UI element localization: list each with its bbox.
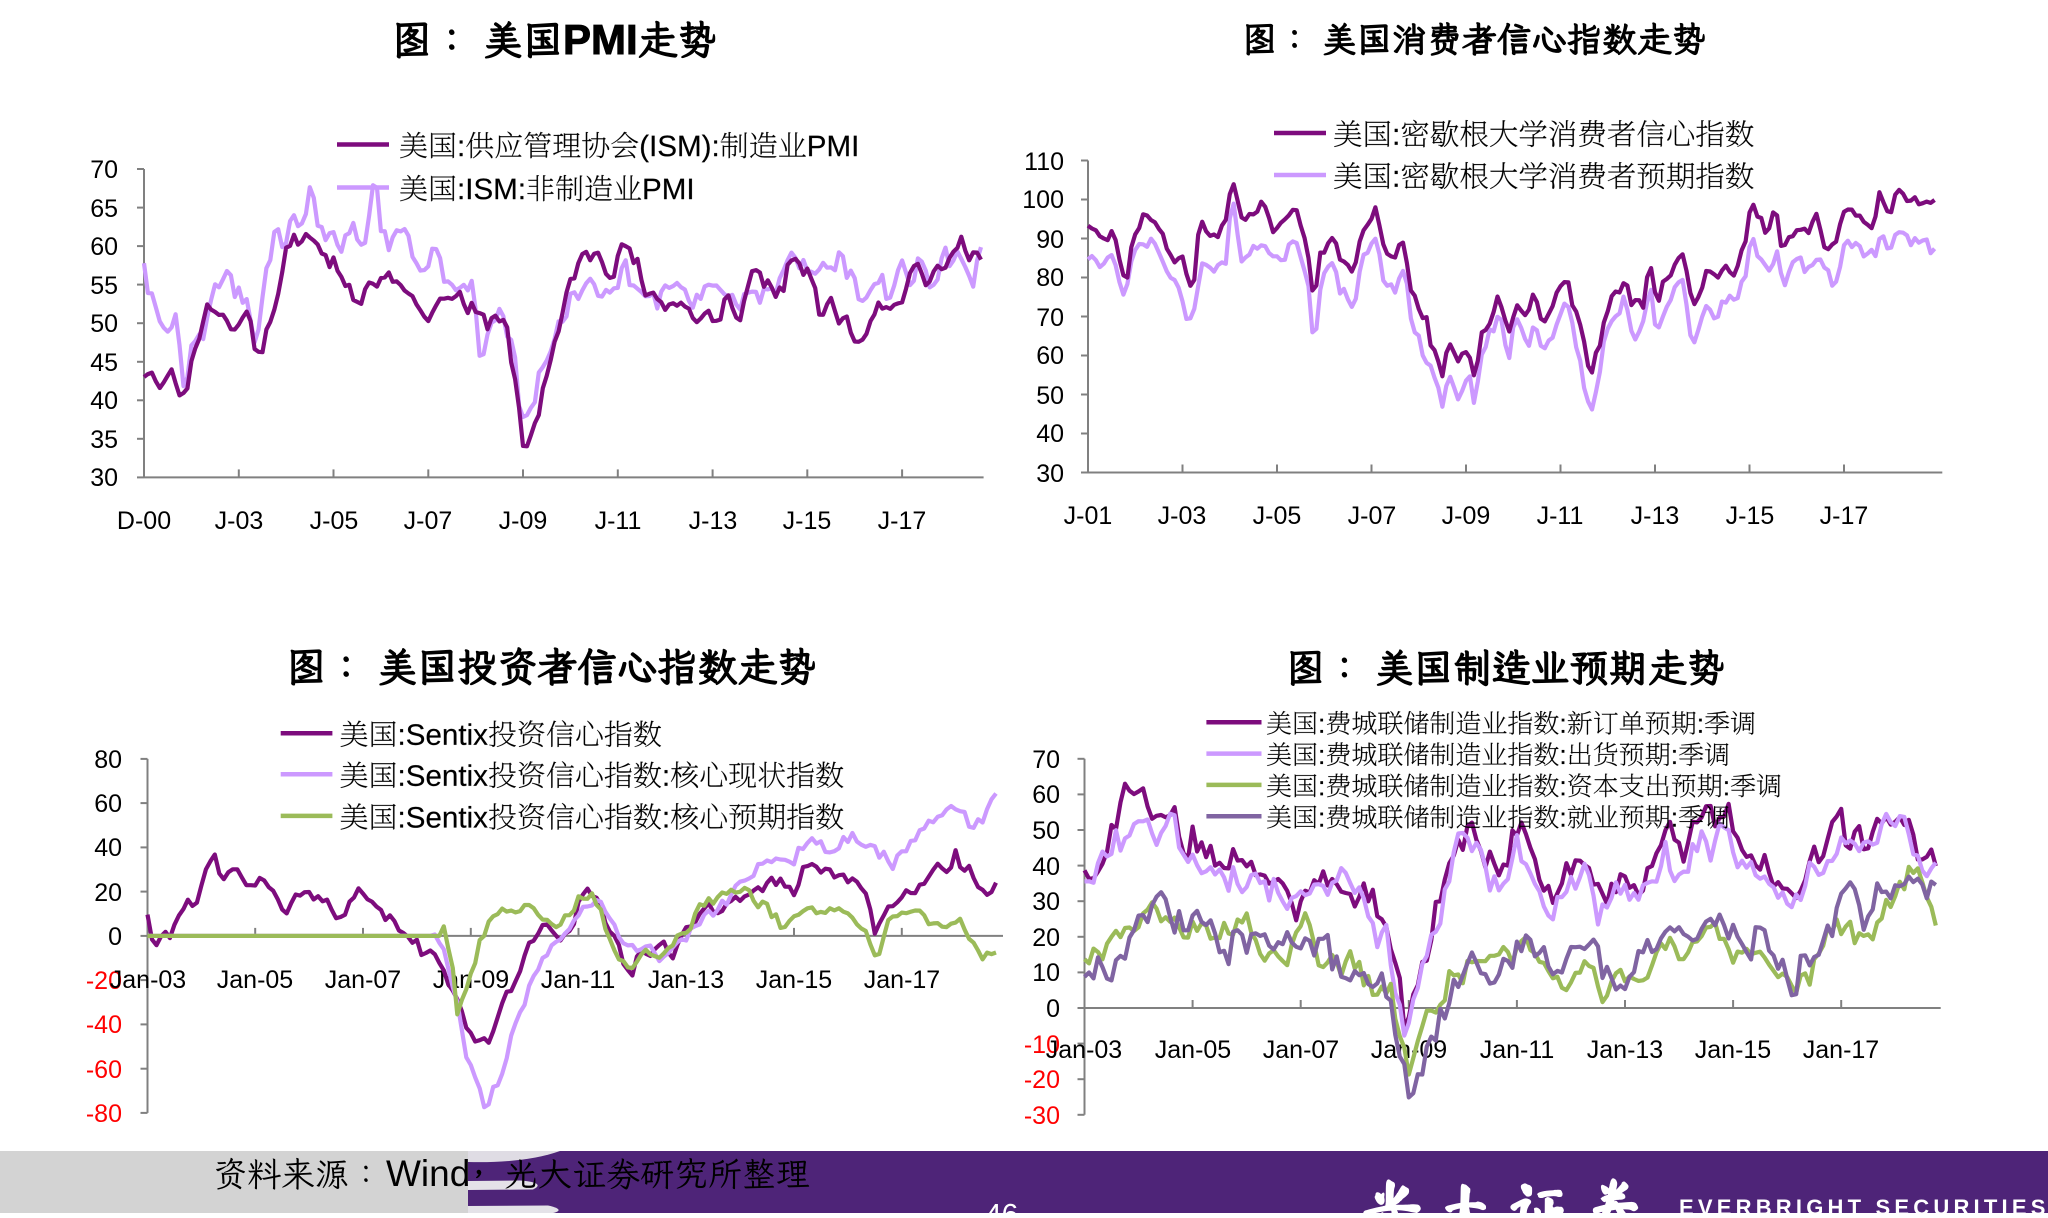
svg-text:J-05: J-05 <box>310 507 359 535</box>
svg-text:0: 0 <box>1046 995 1060 1023</box>
svg-text:J-17: J-17 <box>878 507 927 535</box>
svg-text:J-11: J-11 <box>595 507 642 535</box>
svg-text:Jan-15: Jan-15 <box>1695 1036 1771 1064</box>
svg-text:100: 100 <box>1022 186 1064 214</box>
svg-text:70: 70 <box>1032 746 1060 774</box>
svg-text:10: 10 <box>1032 959 1060 987</box>
svg-text:30: 30 <box>1032 888 1060 916</box>
svg-text:J-13: J-13 <box>1631 502 1680 530</box>
svg-text:50: 50 <box>1032 817 1060 845</box>
svg-text:J-09: J-09 <box>499 507 548 535</box>
svg-text:Jan-05: Jan-05 <box>217 966 293 994</box>
svg-text:50: 50 <box>90 310 118 338</box>
svg-text:Jan-17: Jan-17 <box>1803 1036 1879 1064</box>
svg-text:-20: -20 <box>1024 1066 1060 1094</box>
svg-text:30: 30 <box>90 464 118 492</box>
svg-text:50: 50 <box>1036 382 1064 410</box>
svg-text:Jan-03: Jan-03 <box>1046 1036 1122 1064</box>
svg-text:20: 20 <box>94 879 122 907</box>
svg-text:D-00: D-00 <box>117 507 171 535</box>
svg-text:40: 40 <box>1032 853 1060 881</box>
svg-text:Jan-13: Jan-13 <box>648 966 724 994</box>
svg-text:J-01: J-01 <box>1064 502 1113 530</box>
svg-text:Wind: Wind <box>386 1153 470 1194</box>
svg-text:46: 46 <box>985 1199 1018 1214</box>
svg-text:J-03: J-03 <box>1158 502 1207 530</box>
svg-text:40: 40 <box>90 387 118 415</box>
svg-text:55: 55 <box>90 272 118 300</box>
svg-text:Jan-05: Jan-05 <box>1155 1036 1231 1064</box>
svg-text:-20: -20 <box>86 967 122 995</box>
svg-text:40: 40 <box>94 834 122 862</box>
svg-text:40: 40 <box>1036 420 1064 448</box>
svg-text:70: 70 <box>90 156 118 184</box>
svg-text:45: 45 <box>90 349 118 377</box>
svg-text:J-17: J-17 <box>1820 502 1869 530</box>
svg-text:0: 0 <box>108 923 122 951</box>
svg-text:Jan-07: Jan-07 <box>1263 1036 1339 1064</box>
svg-text:-30: -30 <box>1024 1102 1060 1130</box>
svg-text:Jan-13: Jan-13 <box>1587 1036 1663 1064</box>
svg-text:35: 35 <box>90 426 118 454</box>
svg-text:J-13: J-13 <box>689 507 738 535</box>
svg-text:Jan-11: Jan-11 <box>1480 1036 1555 1064</box>
svg-text:90: 90 <box>1036 226 1064 254</box>
svg-text:-60: -60 <box>86 1056 122 1084</box>
svg-text:-80: -80 <box>86 1100 122 1128</box>
svg-text:J-05: J-05 <box>1253 502 1302 530</box>
svg-text:EVERBRIGHT SECURITIES: EVERBRIGHT SECURITIES <box>1679 1195 2048 1213</box>
svg-text:110: 110 <box>1024 148 1064 176</box>
svg-text:Jan-03: Jan-03 <box>110 966 186 994</box>
svg-text:Jan-11: Jan-11 <box>541 966 616 994</box>
svg-text:J-11: J-11 <box>1537 502 1584 530</box>
svg-text:30: 30 <box>1036 460 1064 488</box>
svg-text:Jan-17: Jan-17 <box>864 966 940 994</box>
svg-text:J-03: J-03 <box>215 507 264 535</box>
svg-text:J-15: J-15 <box>783 507 832 535</box>
svg-text:Jan-15: Jan-15 <box>756 966 832 994</box>
svg-text:60: 60 <box>1032 781 1060 809</box>
svg-text:80: 80 <box>1036 264 1064 292</box>
svg-text:-40: -40 <box>86 1011 122 1039</box>
svg-text:20: 20 <box>1032 924 1060 952</box>
svg-text:60: 60 <box>94 790 122 818</box>
svg-text:J-15: J-15 <box>1726 502 1775 530</box>
svg-text:J-09: J-09 <box>1442 502 1491 530</box>
svg-text:60: 60 <box>1036 342 1064 370</box>
svg-text:-10: -10 <box>1024 1031 1060 1059</box>
svg-text:J-07: J-07 <box>404 507 453 535</box>
svg-text:60: 60 <box>90 233 118 261</box>
svg-text:65: 65 <box>90 195 118 223</box>
svg-text:Jan-07: Jan-07 <box>325 966 401 994</box>
svg-text:J-07: J-07 <box>1348 502 1397 530</box>
svg-text:80: 80 <box>94 746 122 774</box>
svg-text:70: 70 <box>1036 304 1064 332</box>
